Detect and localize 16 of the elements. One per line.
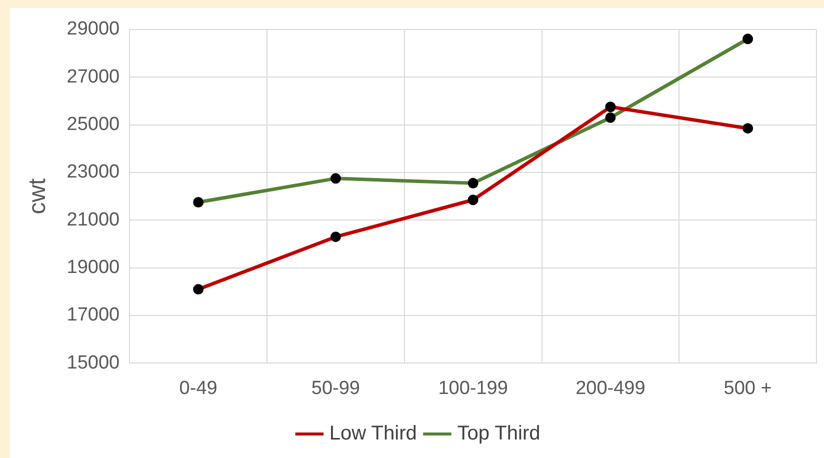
x-tick-label: 0-49 [179,378,218,399]
y-tick-label: 21000 [66,209,120,230]
y-axis-title: cwt [24,178,52,214]
x-tick-label: 500 + [724,378,772,399]
y-tick-label: 27000 [66,66,120,88]
x-tick-label: 100-199 [438,378,508,399]
y-tick-label: 19000 [66,257,120,278]
legend-label: Low Third [329,422,417,445]
x-tick-label: 50-99 [311,378,360,399]
y-tick-label: 29000 [66,18,120,40]
y-tick-label: 15000 [66,352,120,374]
y-tick-label: 17000 [66,304,120,326]
x-tick-label: 200-499 [576,378,646,399]
y-tick-label: 25000 [66,114,120,136]
legend-label: Top Third [457,422,540,445]
y-tick-label: 23000 [66,162,120,183]
